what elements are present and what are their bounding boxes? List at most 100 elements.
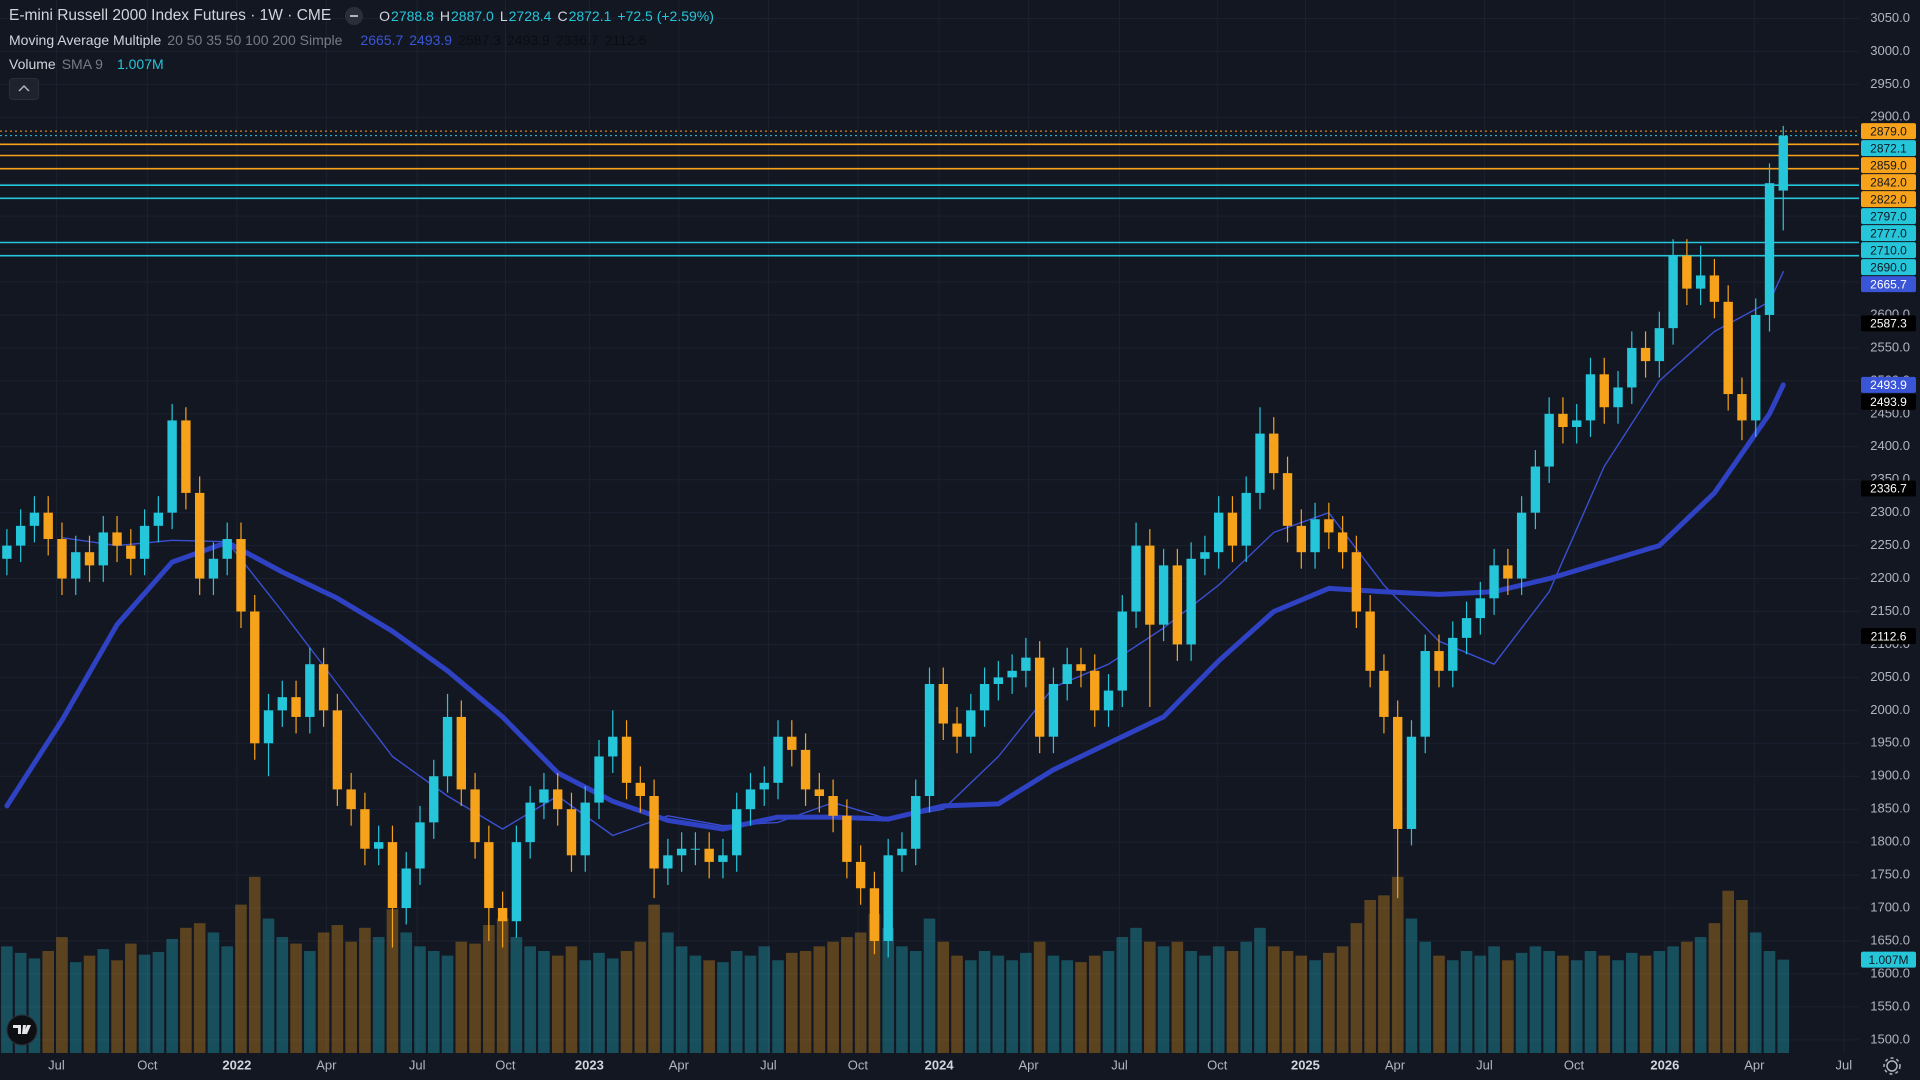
candle-body (1158, 565, 1169, 625)
price-badge (1861, 174, 1916, 191)
volume-bar (1612, 960, 1624, 1053)
volume-bar (304, 951, 316, 1053)
price-badge (1861, 242, 1916, 259)
x-tick-label: Apr (669, 1057, 690, 1072)
candle-body (1558, 413, 1568, 427)
volume-bar (290, 943, 302, 1053)
ohlc-key: H (439, 8, 450, 24)
volume-bar (1212, 946, 1225, 1053)
candle-body (429, 776, 439, 823)
volume-bar (1, 946, 13, 1053)
volume-bar (1130, 927, 1142, 1053)
price-badge (1861, 315, 1916, 332)
candle-body (401, 868, 411, 909)
ma-value: 2493.9 (506, 32, 550, 48)
y-tick-label: 2050.0 (1870, 669, 1910, 684)
candle-body (1434, 651, 1444, 671)
volume-bar (510, 937, 523, 1053)
price-badge-label: 2493.9 (1870, 378, 1907, 392)
volume-bar (56, 937, 68, 1053)
volume-bar (1033, 941, 1046, 1053)
candle-body (539, 789, 549, 803)
volume-bar (1020, 952, 1032, 1053)
y-tick-label: 1500.0 (1870, 1031, 1910, 1046)
candle-body (1337, 532, 1348, 553)
candle-body (828, 796, 838, 816)
volume-bar (193, 923, 206, 1053)
volume-bar (923, 918, 936, 1053)
candle-body (1668, 255, 1678, 329)
volume-bar (1185, 951, 1197, 1053)
collapse-button[interactable] (9, 78, 39, 100)
settings-gear[interactable] (1883, 1057, 1901, 1075)
candle-body (745, 789, 756, 810)
volume-bar (1708, 923, 1721, 1053)
price-badge (1861, 276, 1916, 293)
volume-bar (1419, 941, 1432, 1053)
volume-bar (483, 925, 495, 1053)
candle-body (1227, 512, 1238, 546)
volume-bar (331, 925, 344, 1053)
x-tick-label: Jul (48, 1057, 65, 1072)
candle-body (71, 552, 81, 579)
volume-bar (524, 946, 536, 1053)
candle-body (1351, 552, 1362, 612)
price-badge (1861, 191, 1916, 208)
volume-bar (1749, 932, 1762, 1053)
price-badge-label: 2822.0 (1870, 192, 1907, 206)
volume-bar (1378, 895, 1390, 1053)
price-badge (1861, 393, 1916, 410)
moving-average-line (61, 271, 1784, 837)
candle-body (181, 420, 191, 493)
candle-body (360, 809, 370, 849)
volume-bar (1281, 951, 1294, 1053)
candle-body (57, 539, 67, 579)
x-tick-label: Jul (760, 1057, 777, 1072)
price-badge-label: 2587.3 (1870, 317, 1907, 331)
volume-bar (1777, 959, 1790, 1053)
volume-bar (772, 960, 784, 1053)
candle-body (1090, 670, 1100, 711)
volume-bar (717, 962, 729, 1053)
x-tick-label: 2026 (1650, 1057, 1679, 1072)
candle-body (1778, 135, 1788, 191)
candle-body (1544, 413, 1554, 467)
ohlc-value: 2872.1 (568, 8, 612, 24)
legend: E-mini Russell 2000 Index Futures · 1W ·… (9, 4, 714, 76)
volume-bar (813, 946, 826, 1053)
x-tick-label: Apr (1019, 1057, 1040, 1072)
ohlc-key: L (499, 8, 508, 24)
candle-body (1172, 565, 1183, 645)
x-tick-label: Oct (848, 1057, 869, 1072)
price-badge-label: 1.007M (1868, 953, 1908, 967)
candle-body (1516, 512, 1527, 579)
candle-body (1572, 420, 1582, 427)
volume-bar (1667, 946, 1679, 1053)
volume-bar (1144, 941, 1156, 1053)
ma-value: 2336.7 (555, 32, 599, 48)
volume-bar (1171, 941, 1184, 1053)
candle-body (1365, 611, 1375, 671)
volume-bar (882, 927, 894, 1053)
candle-body (1640, 347, 1651, 362)
volume-bar (1515, 952, 1528, 1053)
candle-body (1379, 670, 1389, 717)
volume-bar (854, 932, 867, 1053)
tv-logo[interactable] (6, 1014, 38, 1046)
ohlc-key: C (557, 8, 568, 24)
hide-button[interactable] (345, 7, 364, 25)
candle-body (1131, 545, 1141, 612)
volume-bar (551, 955, 564, 1053)
x-tick-label: 2025 (1291, 1057, 1320, 1072)
candle-body (484, 842, 494, 909)
y-tick-label: 1750.0 (1870, 867, 1910, 882)
price-badge-label: 2493.9 (1870, 395, 1907, 409)
candle-body (690, 848, 701, 850)
candle-body (621, 736, 632, 783)
candle-body (1255, 433, 1265, 493)
volume-bar (868, 913, 881, 1053)
candle-body (263, 710, 274, 744)
candle-body (1324, 519, 1334, 533)
volume-bar (1226, 951, 1239, 1053)
